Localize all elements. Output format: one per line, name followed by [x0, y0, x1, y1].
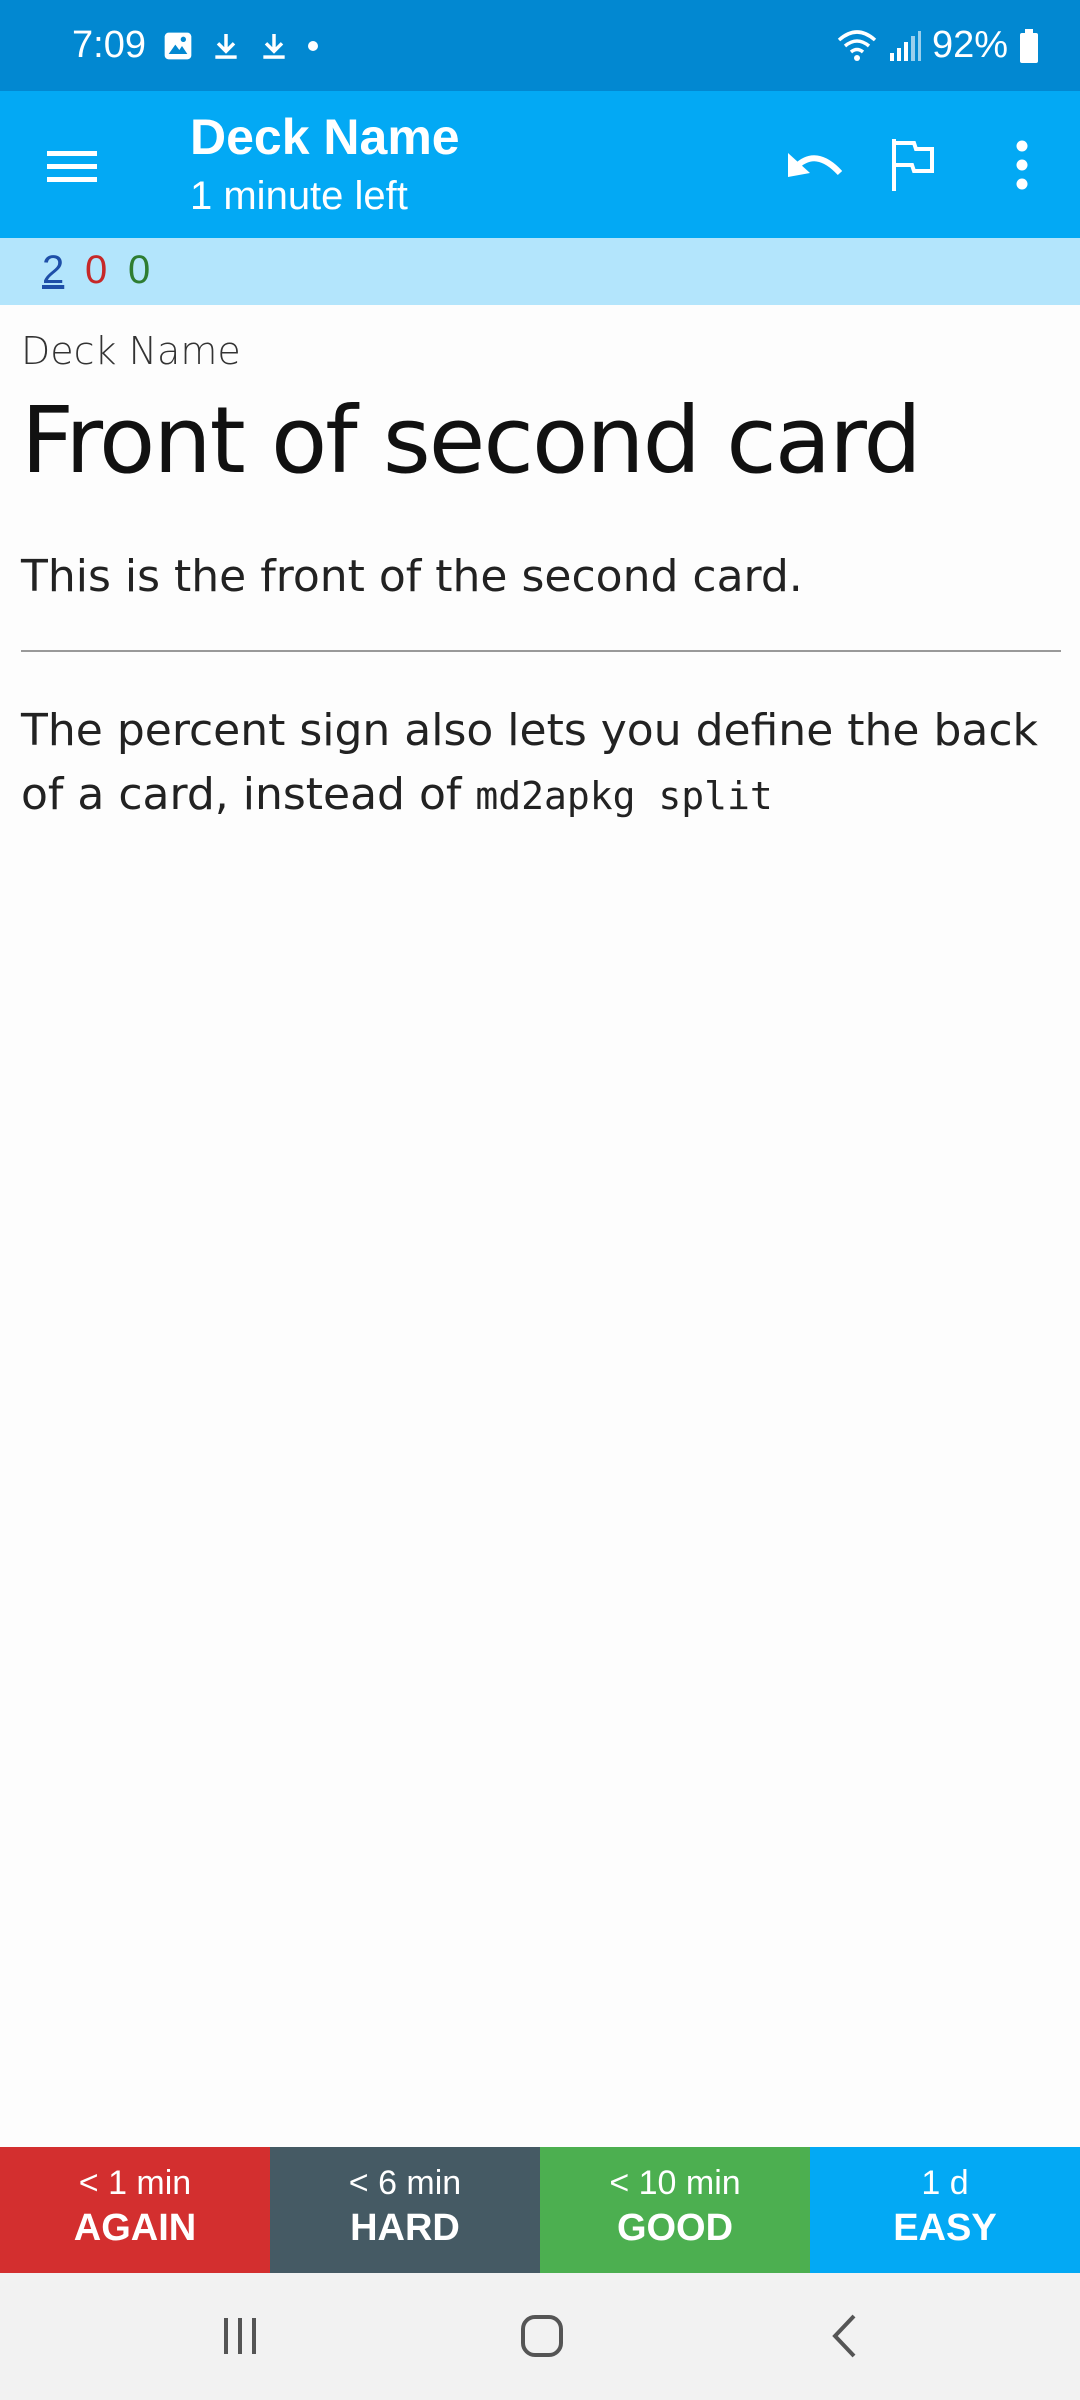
back-button[interactable]	[800, 2301, 890, 2371]
download-icon	[258, 29, 290, 63]
easy-button[interactable]: 1 d EASY	[810, 2147, 1080, 2273]
home-icon	[521, 2315, 563, 2357]
back-icon	[832, 2314, 856, 2358]
hard-button[interactable]: < 6 min HARD	[270, 2147, 540, 2273]
more-options-button[interactable]	[984, 127, 1060, 203]
wifi-icon	[836, 28, 878, 64]
good-label: GOOD	[616, 2207, 734, 2249]
time-left-subtitle: 1 minute left	[190, 174, 408, 218]
learning-count: 0	[85, 248, 108, 292]
undo-button[interactable]	[778, 127, 854, 203]
good-interval: < 10 min	[609, 2164, 741, 2202]
status-left: 7:09	[72, 0, 320, 91]
download-icon	[210, 29, 242, 63]
deck-title: Deck Name	[190, 109, 460, 165]
flag-button[interactable]	[874, 127, 950, 203]
again-interval: < 1 min	[78, 2164, 192, 2202]
undo-icon	[788, 153, 843, 177]
again-label: AGAIN	[73, 2207, 197, 2249]
card-counts-bar: 2 0 0	[0, 238, 1080, 305]
card-back-prose: The percent sign also lets you define th…	[21, 705, 1039, 820]
dot-icon	[306, 39, 320, 53]
card-back-text: The percent sign also lets you define th…	[21, 699, 1061, 828]
new-count: 2	[42, 248, 65, 292]
flag-icon	[892, 139, 934, 191]
battery-icon	[1018, 28, 1040, 64]
status-time: 7:09	[72, 24, 146, 66]
hard-interval: < 6 min	[348, 2164, 462, 2202]
title-area: Deck Name 1 minute left	[190, 105, 460, 223]
status-bar: 7:09 92%	[0, 0, 1080, 91]
answer-buttons: < 1 min AGAIN < 6 min HARD < 10 min GOOD…	[0, 2147, 1080, 2273]
review-count: 0	[128, 248, 151, 292]
card-front-text: This is the front of the second card.	[21, 551, 803, 602]
menu-button[interactable]	[36, 131, 108, 203]
system-nav-bar	[0, 2273, 1080, 2400]
image-notification-icon	[162, 30, 194, 62]
easy-interval: 1 d	[921, 2164, 969, 2202]
battery-percent: 92%	[931, 24, 1008, 66]
again-button[interactable]: < 1 min AGAIN	[0, 2147, 270, 2273]
recents-icon	[224, 2318, 256, 2354]
recents-button[interactable]	[195, 2301, 285, 2371]
signal-icon	[888, 29, 922, 63]
home-button[interactable]	[497, 2301, 587, 2371]
easy-label: EASY	[893, 2207, 997, 2249]
good-button[interactable]: < 10 min GOOD	[540, 2147, 810, 2273]
card-back-code: md2apkg split	[475, 774, 773, 818]
menu-icon	[47, 151, 97, 182]
card-deck-name: Deck Name	[21, 329, 241, 373]
hard-label: HARD	[350, 2207, 460, 2249]
more-vert-icon	[1016, 140, 1028, 190]
answer-divider	[21, 650, 1061, 652]
card-heading: Front of second card	[21, 387, 922, 494]
app-bar: Deck Name 1 minute left	[0, 91, 1080, 238]
status-right: 92%	[836, 0, 1040, 91]
